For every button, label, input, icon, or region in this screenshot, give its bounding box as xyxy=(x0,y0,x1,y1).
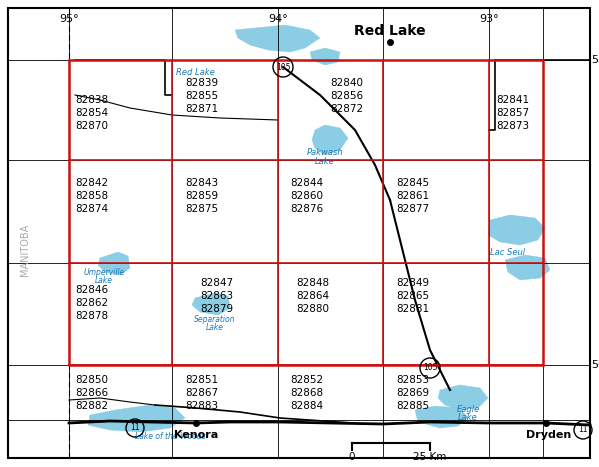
Text: 51°: 51° xyxy=(591,55,599,65)
Text: 25 Km: 25 Km xyxy=(413,452,447,462)
Polygon shape xyxy=(98,252,130,275)
Text: 82876: 82876 xyxy=(290,204,323,214)
Polygon shape xyxy=(192,293,230,315)
Text: 82870: 82870 xyxy=(75,121,108,131)
Text: Lake: Lake xyxy=(458,413,478,422)
Text: Red Lake: Red Lake xyxy=(354,24,426,38)
Text: 82858: 82858 xyxy=(75,191,108,201)
Text: Lake: Lake xyxy=(315,157,335,166)
Bar xyxy=(69,60,543,365)
Text: 82882: 82882 xyxy=(75,401,108,411)
Text: 82872: 82872 xyxy=(330,104,363,114)
Text: Dryden: Dryden xyxy=(527,430,571,440)
Text: 82855: 82855 xyxy=(185,91,218,101)
Text: 82866: 82866 xyxy=(75,388,108,398)
Text: 82859: 82859 xyxy=(185,191,218,201)
Text: 82863: 82863 xyxy=(200,291,233,301)
Text: 82865: 82865 xyxy=(396,291,429,301)
Text: Kenora: Kenora xyxy=(174,430,218,440)
Text: 82862: 82862 xyxy=(75,298,108,308)
Text: 0: 0 xyxy=(349,452,355,462)
Text: 82873: 82873 xyxy=(496,121,529,131)
Text: 82879: 82879 xyxy=(200,304,233,314)
Text: 82847: 82847 xyxy=(200,278,233,288)
Text: 50°: 50° xyxy=(591,360,599,370)
Text: 82841: 82841 xyxy=(496,95,529,105)
Text: 82881: 82881 xyxy=(396,304,429,314)
Polygon shape xyxy=(235,25,320,52)
Text: 82860: 82860 xyxy=(290,191,323,201)
Text: 82850: 82850 xyxy=(75,375,108,385)
Polygon shape xyxy=(488,215,545,245)
Text: 82846: 82846 xyxy=(75,285,108,295)
Text: 82883: 82883 xyxy=(185,401,218,411)
Text: 82853: 82853 xyxy=(396,375,429,385)
Text: 82848: 82848 xyxy=(296,278,329,288)
Text: 82877: 82877 xyxy=(396,204,429,214)
Text: Separation: Separation xyxy=(194,315,236,324)
Text: 82867: 82867 xyxy=(185,388,218,398)
Text: Lake of the Woods: Lake of the Woods xyxy=(135,432,205,441)
Polygon shape xyxy=(505,255,550,280)
Text: 82854: 82854 xyxy=(75,108,108,118)
Text: 105: 105 xyxy=(423,363,437,373)
Text: Lake: Lake xyxy=(95,276,113,285)
Text: 82851: 82851 xyxy=(185,375,218,385)
Text: 82839: 82839 xyxy=(185,78,218,88)
Text: 82857: 82857 xyxy=(496,108,529,118)
Text: 82868: 82868 xyxy=(290,388,323,398)
Text: 82878: 82878 xyxy=(75,311,108,321)
Text: 82849: 82849 xyxy=(396,278,429,288)
Polygon shape xyxy=(438,385,488,410)
Text: 82869: 82869 xyxy=(396,388,429,398)
Text: 82874: 82874 xyxy=(75,204,108,214)
Text: 11: 11 xyxy=(130,424,140,432)
Text: 82885: 82885 xyxy=(396,401,429,411)
Text: 82861: 82861 xyxy=(396,191,429,201)
Text: Red Lake: Red Lake xyxy=(176,68,214,77)
Text: 82842: 82842 xyxy=(75,178,108,188)
Text: 95°: 95° xyxy=(59,14,79,24)
Text: 82875: 82875 xyxy=(185,204,218,214)
Text: 82838: 82838 xyxy=(75,95,108,105)
Text: 82852: 82852 xyxy=(290,375,323,385)
Text: 82844: 82844 xyxy=(290,178,323,188)
Text: 94°: 94° xyxy=(268,14,288,24)
Text: 82871: 82871 xyxy=(185,104,218,114)
Text: MANITOBA: MANITOBA xyxy=(20,224,30,276)
Text: 82880: 82880 xyxy=(296,304,329,314)
Text: Lac Seul: Lac Seul xyxy=(491,248,525,257)
Text: 82864: 82864 xyxy=(296,291,329,301)
Text: 105: 105 xyxy=(276,63,291,71)
Text: Eagle: Eagle xyxy=(456,405,480,414)
Text: 11: 11 xyxy=(578,425,588,434)
Text: Lake: Lake xyxy=(206,323,224,332)
Text: Umperville: Umperville xyxy=(83,268,125,277)
Polygon shape xyxy=(312,125,348,155)
Polygon shape xyxy=(310,48,340,65)
Text: 82856: 82856 xyxy=(330,91,363,101)
Text: 82845: 82845 xyxy=(396,178,429,188)
Text: 82884: 82884 xyxy=(290,401,323,411)
Polygon shape xyxy=(415,406,468,428)
Text: 82840: 82840 xyxy=(330,78,363,88)
Text: 82843: 82843 xyxy=(185,178,218,188)
Polygon shape xyxy=(88,405,185,432)
Text: 93°: 93° xyxy=(479,14,499,24)
Text: Pakwash: Pakwash xyxy=(307,148,343,157)
